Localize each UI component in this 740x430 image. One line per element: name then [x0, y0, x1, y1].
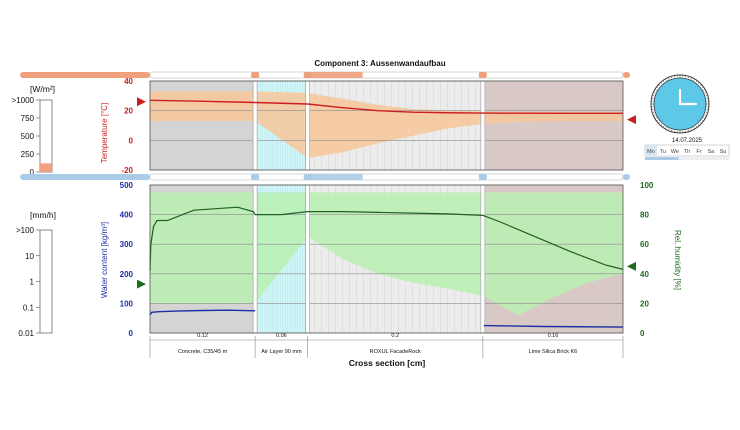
radiation-bar-fill: [40, 163, 52, 172]
temperature-tick-label: -20: [121, 166, 133, 175]
water-tick-label: 300: [120, 240, 134, 249]
radiation-tick-label: 500: [21, 132, 35, 141]
x-axis-label: Cross section [cm]: [349, 358, 426, 368]
water-tick-label: 500: [120, 181, 134, 190]
rain-tick-label: 1: [30, 278, 35, 287]
calendar-day-tu[interactable]: Tu: [660, 149, 666, 155]
clock: [651, 75, 709, 133]
calendar-day-we[interactable]: We: [671, 149, 679, 155]
layer-name-label: Concrete, C35/45 m: [178, 349, 228, 355]
calendar-week[interactable]: Mo Tu We Th Fr Sa Su: [645, 145, 729, 160]
water-tick-label: 0: [129, 329, 134, 338]
radiation-tick-label: 250: [21, 150, 35, 159]
rain-scale: >100 10 1 0.1 0.01: [16, 226, 52, 338]
week-progress-fill: [645, 157, 679, 160]
temperature-plot: -20 0 20 40: [121, 77, 636, 175]
radiation-tick-label: >1000: [12, 96, 35, 105]
rain-tick-label: 0.1: [23, 303, 35, 312]
water-tick-label: 400: [120, 211, 134, 220]
layer-thickness-label: 0.06: [276, 333, 287, 339]
temperature-tick-label: 40: [124, 77, 133, 86]
temperature-left-marker: [137, 97, 146, 106]
rain-tick-label: 0.01: [18, 329, 34, 338]
radiation-unit: [W/m²]: [30, 84, 55, 94]
layer-divider[interactable]: [306, 185, 310, 333]
moisture-plot: 0 100 200 300 400 500 0 20 40 60 80 100: [120, 181, 654, 338]
nav-layer-marker[interactable]: [251, 72, 259, 78]
calendar-day-th[interactable]: Th: [684, 149, 690, 155]
rel-humidity-right-marker: [627, 262, 636, 271]
nav-track[interactable]: [150, 72, 623, 78]
rel-humidity-tick-label: 20: [640, 299, 649, 308]
nav-track[interactable]: [150, 174, 623, 180]
calendar-day-fr[interactable]: Fr: [696, 149, 701, 155]
water-tick-label: 200: [120, 270, 134, 279]
nav-right-segment[interactable]: [623, 72, 630, 78]
layer-divider[interactable]: [481, 81, 485, 170]
layer-thickness-label: 0.2: [391, 333, 399, 339]
rel-humidity-tick-label: 0: [640, 329, 645, 338]
nav-layer-marker[interactable]: [479, 174, 487, 180]
calendar-day-sa[interactable]: Sa: [708, 149, 716, 155]
rel-humidity-tick-label: 80: [640, 211, 649, 220]
rel-humidity-tick-label: 60: [640, 240, 649, 249]
temperature-tick-label: 20: [124, 107, 133, 116]
nav-highlight[interactable]: [310, 174, 363, 180]
layer-divider[interactable]: [306, 81, 310, 170]
rain-bar-frame: [40, 230, 52, 333]
temperature-right-marker: [627, 115, 636, 124]
nav-right-segment[interactable]: [623, 174, 630, 180]
nav-left-segment[interactable]: [20, 174, 150, 180]
layer-name-label: Lime Silica Brick K6: [529, 349, 578, 355]
layer-table: 0.12 Concrete, C35/45 m 0.06 Air Layer 90 m…: [150, 333, 623, 358]
water-tick-label: 100: [120, 299, 134, 308]
radiation-tick-label: 750: [21, 114, 35, 123]
nav-layer-marker[interactable]: [251, 174, 259, 180]
rain-tick-label: 10: [25, 252, 34, 261]
layer-nav-bar-top[interactable]: [20, 72, 630, 78]
temperature-tick-label: 0: [129, 136, 134, 145]
layer-background-4: [483, 81, 623, 170]
water-content-axis-label: Water content [kg/m³]: [100, 222, 109, 298]
rain-unit: [mm/h]: [30, 210, 56, 220]
rain-tick-label: >100: [16, 226, 35, 235]
rel-humidity-tick-label: 100: [640, 181, 654, 190]
calendar-date: 14.07.2025: [672, 138, 703, 144]
nav-highlight[interactable]: [310, 72, 363, 78]
rel-humidity-axis-label: Rel. humidity [%]: [673, 230, 682, 290]
layer-nav-bar-middle[interactable]: [20, 174, 630, 180]
layer-thickness-label: 0.16: [548, 333, 559, 339]
radiation-bar-frame: [40, 100, 52, 172]
rel-humidity-left-marker: [137, 280, 146, 289]
layer-thickness-label: 0.12: [197, 333, 208, 339]
rel-humidity-tick-label: 40: [640, 270, 649, 279]
calendar-day-mo[interactable]: Mo: [647, 149, 655, 155]
nav-layer-marker[interactable]: [479, 72, 487, 78]
calendar-day-su[interactable]: Su: [720, 149, 727, 155]
temperature-axis-label: Temperature [°C]: [100, 103, 109, 164]
layer-divider[interactable]: [253, 81, 257, 170]
layer-name-label: ROXUL FacadeRock: [370, 349, 421, 355]
layer-divider[interactable]: [481, 185, 485, 333]
component-title: Component 3: Aussenwandaufbau: [314, 59, 445, 68]
layer-name-label: Air Layer 90 mm: [261, 349, 302, 355]
